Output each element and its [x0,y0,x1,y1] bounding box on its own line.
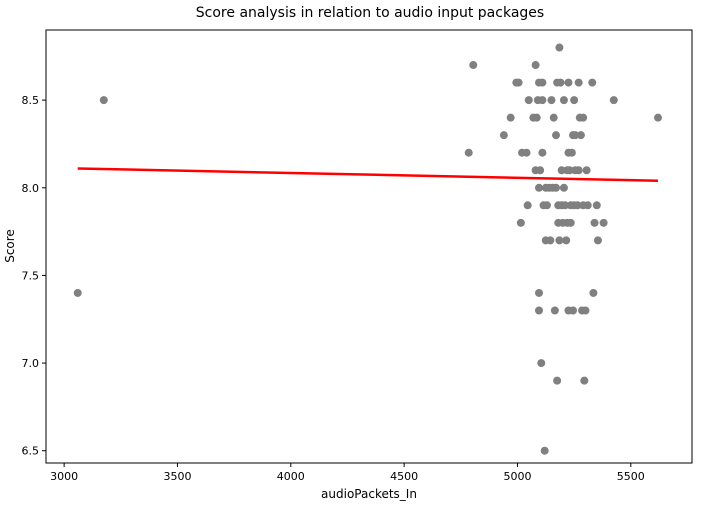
data-point [590,218,599,227]
data-point [555,236,564,245]
data-point [561,201,570,210]
data-point [593,236,602,245]
plot-area [73,43,662,455]
data-point [536,166,545,175]
data-point [535,183,543,192]
data-point [531,61,540,70]
data-point [583,201,592,210]
y-tick-label: 7.0 [22,357,40,370]
data-point [499,131,508,140]
data-point [547,96,556,105]
data-point [523,201,532,210]
data-point [569,306,577,315]
y-tick-label: 8.5 [22,94,40,107]
data-point [535,288,543,297]
data-point [599,218,608,227]
data-point [556,78,565,87]
y-tick-label: 6.5 [22,445,40,458]
data-point [506,113,515,122]
data-point [546,236,555,245]
data-point [73,288,82,297]
data-point [581,306,590,315]
data-point [574,78,583,87]
x-tick-label: 4000 [277,470,305,483]
data-point [565,166,574,175]
data-point [588,78,597,87]
data-point [609,96,618,105]
plot-frame [45,29,693,464]
data-point [538,96,547,105]
y-axis: 6.5 7.0 7.5 8.0 8.5 [22,94,46,458]
data-point [582,166,591,175]
data-point [549,113,558,122]
data-point [542,201,551,210]
data-point [469,61,478,70]
chart-title: Score analysis in relation to audio inpu… [196,5,544,21]
data-point [559,183,568,192]
data-point [557,166,566,175]
data-point [516,218,525,227]
data-point [99,96,108,105]
data-point [552,183,560,192]
data-point [567,148,576,157]
data-point [553,376,562,385]
data-point [574,166,583,175]
data-point [538,148,547,157]
data-point [580,376,589,385]
data-point [550,306,559,315]
x-axis: 3000 3500 4000 4500 5000 5500 [50,463,645,483]
data-point [555,43,564,52]
data-point [559,96,568,105]
data-point [540,446,549,455]
data-point [464,148,473,157]
y-axis-label: Score [3,229,17,263]
data-point [564,78,573,87]
data-point [573,201,582,210]
data-point [576,131,585,140]
data-point [535,306,543,315]
data-point [522,148,531,157]
data-point [532,113,541,122]
x-tick-label: 5500 [617,470,645,483]
data-point [552,131,560,140]
x-tick-label: 5000 [503,470,531,483]
data-point [579,113,588,122]
data-point [571,131,580,140]
x-tick-label: 4500 [390,470,418,483]
x-tick-label: 3500 [163,470,191,483]
data-point [592,201,601,210]
data-point [524,96,533,105]
x-tick-label: 3000 [50,470,78,483]
data-point [570,96,579,105]
regression-line [77,167,659,183]
data-point [562,236,571,245]
data-point [537,359,546,368]
data-point [589,288,598,297]
data-point [566,218,575,227]
data-point [654,113,662,122]
data-point [514,78,523,87]
x-axis-label: audioPackets_In [321,487,417,501]
y-tick-label: 8.0 [22,182,40,195]
y-tick-label: 7.5 [22,269,40,282]
data-point [538,78,547,87]
